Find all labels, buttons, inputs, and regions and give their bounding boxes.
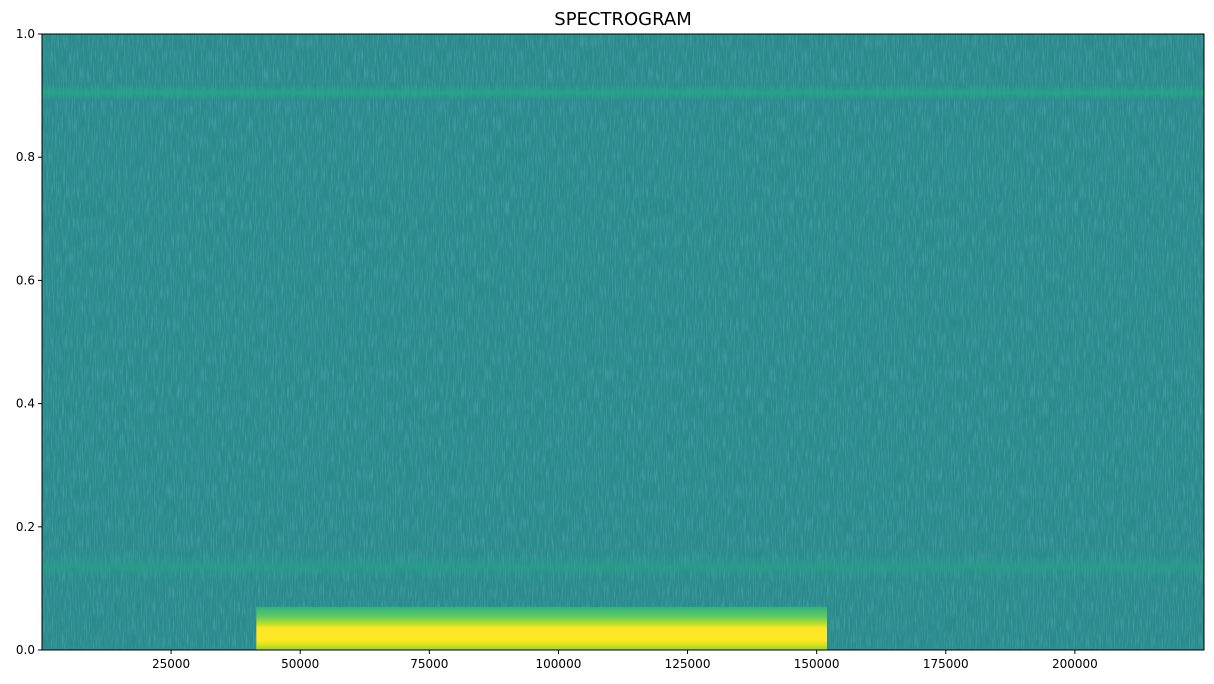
x-tick-label: 200000 [1052, 657, 1098, 671]
x-tick-label: 25000 [152, 657, 190, 671]
y-tick-label: 0.6 [16, 273, 35, 287]
spectral-band-0 [42, 85, 1204, 100]
x-tick-label: 125000 [665, 657, 711, 671]
x-axis: 25000 50000 75000 100000 125000 150000 175000 2… [152, 650, 1098, 671]
x-tick-label: 100000 [536, 657, 582, 671]
spectral-features [42, 85, 1204, 650]
y-tick-label: 1.0 [16, 27, 35, 41]
y-tick-label: 0.2 [16, 520, 35, 534]
y-axis: 0.0 0.2 0.4 0.6 0.8 1.0 [16, 27, 42, 657]
y-tick-label: 0.0 [16, 643, 35, 657]
signal-burst [256, 606, 827, 650]
plot-frame [41, 33, 1205, 651]
y-tick-label: 0.4 [16, 397, 35, 411]
x-tick-label: 150000 [794, 657, 840, 671]
plot-area [42, 34, 1204, 650]
x-tick-label: 175000 [923, 657, 969, 671]
y-tick-label: 0.8 [16, 150, 35, 164]
x-tick-label: 50000 [281, 657, 319, 671]
spectrogram-noise [42, 34, 1204, 650]
spectral-band-1 [42, 554, 1204, 580]
x-tick-label: 75000 [410, 657, 448, 671]
chart-title: SPECTROGRAM [554, 9, 691, 30]
